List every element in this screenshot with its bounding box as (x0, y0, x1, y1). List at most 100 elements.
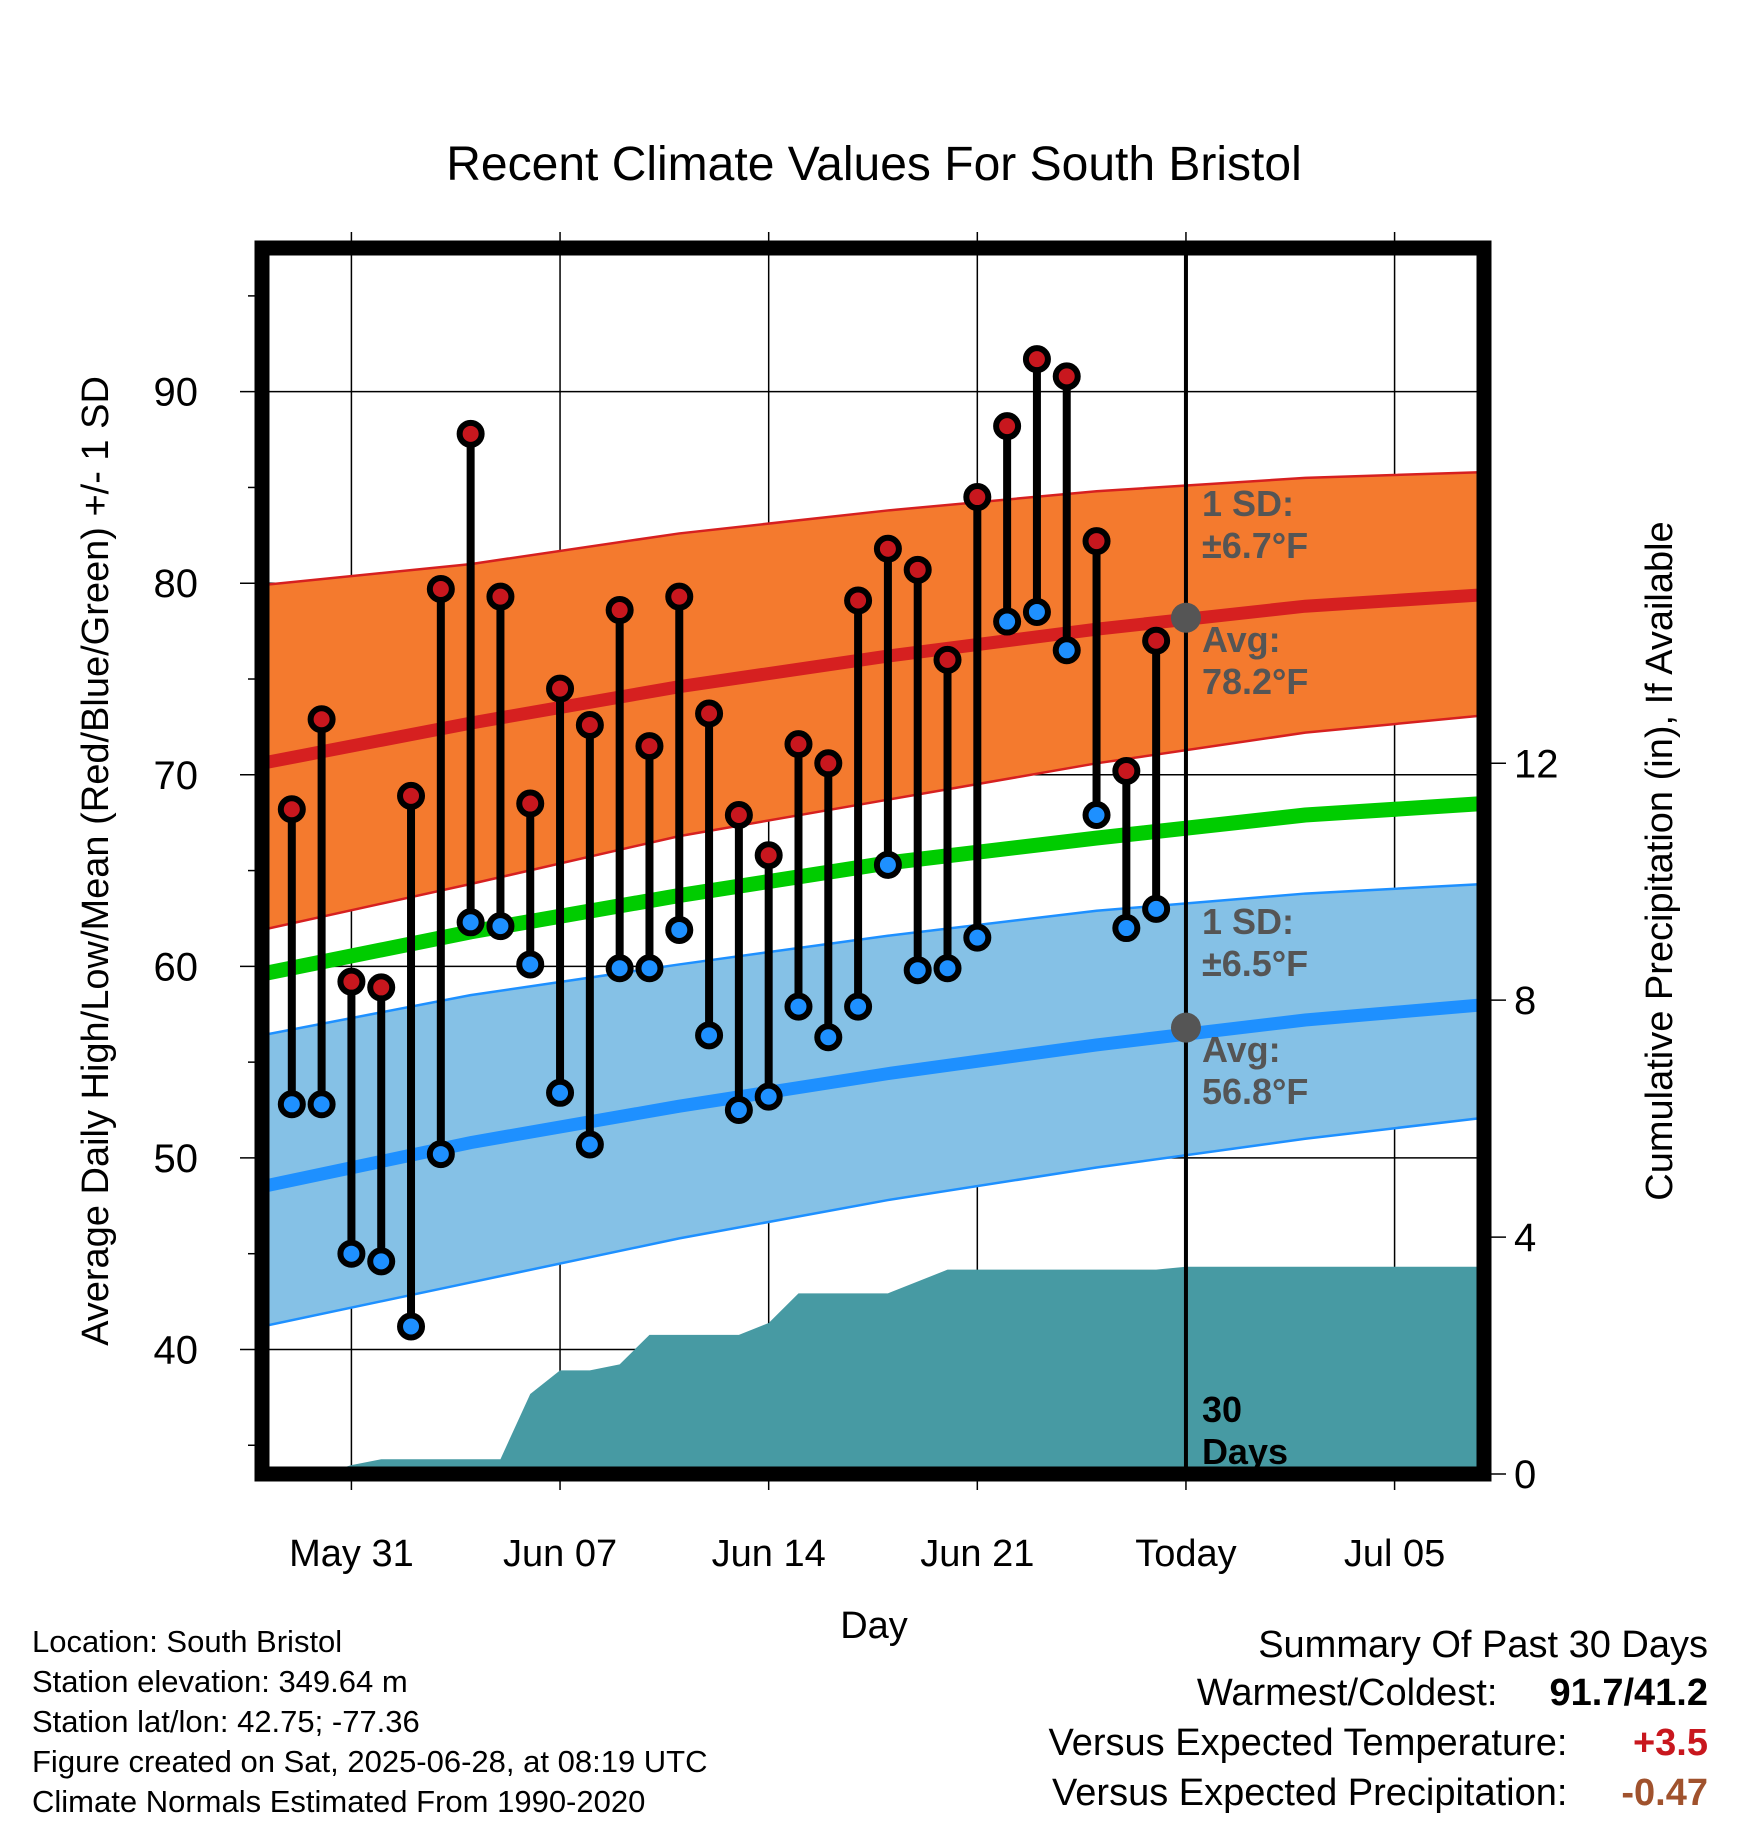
plot-area (262, 248, 1484, 1474)
high-temp-point (486, 582, 515, 611)
high-temp-point (754, 841, 783, 870)
low-temp-point (993, 607, 1022, 636)
high-temp-point (873, 534, 902, 563)
high-temp-point (367, 973, 396, 1002)
warmest-coldest-label: Warmest/Coldest: (1196, 1672, 1498, 1714)
high-temp-point (1052, 362, 1081, 391)
y-tick-label-0: 40 (154, 1328, 199, 1372)
high-temp-point (963, 483, 992, 512)
low-temp-point (903, 956, 932, 985)
y-tick-label-3: 70 (154, 754, 199, 798)
today-low-normal-marker (1170, 1012, 1201, 1043)
high-temp-point (635, 732, 664, 761)
y2-tick-label-1: 4 (1514, 1216, 1536, 1260)
low-avg-annotation-line1: Avg: (1202, 1029, 1281, 1070)
high-temp-point (844, 586, 873, 615)
today-days-annotation-line2: Days (1202, 1431, 1288, 1472)
footer-latlon: Station lat/lon: 42.75; -77.36 (32, 1704, 420, 1739)
high-temp-point (933, 645, 962, 674)
summary-title: Summary Of Past 30 Days (1258, 1624, 1708, 1666)
axis-layer: 40 50 60 70 80 90 0 4 8 12 May 31 Jun 07 Jun 14 Jun 2… (154, 232, 1559, 1575)
low-temp-point (397, 1312, 426, 1341)
footer-normals: Climate Normals Estimated From 1990-2020 (32, 1784, 646, 1819)
chart-title: Recent Climate Values For South Bristol (446, 138, 1301, 191)
low-avg-annotation-line2: 56.8°F (1202, 1071, 1308, 1112)
footer-location: Location: South Bristol (32, 1624, 343, 1659)
low-sd-lower-edge (262, 1116, 1484, 1328)
high-temp-point (814, 749, 843, 778)
high-temp-point (695, 699, 724, 728)
low-temp-point (277, 1090, 306, 1119)
y2-tick-label-2: 8 (1514, 979, 1536, 1023)
plot-frame (254, 240, 1492, 1482)
x-tick-label-0: May 31 (289, 1533, 414, 1575)
low-sd-upper-edge (262, 882, 1484, 1037)
x-tick-label-2: Jun 14 (712, 1533, 826, 1575)
precipitation-layer (321, 1266, 1484, 1474)
low-temp-point (337, 1239, 366, 1268)
y-tick-label-4: 80 (154, 562, 199, 606)
low-sd-annotation-line1: 1 SD: (1202, 901, 1294, 942)
high-temp-point (724, 801, 753, 830)
precip-anomaly-label: Versus Expected Precipitation: (1052, 1772, 1568, 1814)
low-temp-point (695, 1021, 724, 1050)
x-tick-label-4: Today (1135, 1533, 1236, 1575)
low-temp-point (605, 954, 634, 983)
high-avg-annotation-line1: Avg: (1202, 619, 1281, 660)
high-temp-point (516, 789, 545, 818)
y-tick-label-5: 90 (154, 371, 199, 415)
high-sd-annotation-line1: 1 SD: (1202, 483, 1294, 524)
precipitation-area (321, 1266, 1484, 1474)
low-temp-point (724, 1096, 753, 1125)
low-temp-point (1142, 894, 1171, 923)
y-tick-label-1: 50 (154, 1137, 199, 1181)
x-tick-label-1: Jun 07 (503, 1533, 617, 1575)
today-high-normal-marker (1170, 602, 1201, 633)
x-tick-label-5: Jul 05 (1344, 1533, 1445, 1575)
today-days-annotation-line1: 30 (1202, 1389, 1242, 1430)
low-temp-point (516, 950, 545, 979)
low-temp-point (307, 1090, 336, 1119)
x-tick-label-3: Jun 21 (920, 1533, 1034, 1575)
low-temp-point (456, 908, 485, 937)
low-temp-point (754, 1082, 783, 1111)
temp-anomaly-label: Versus Expected Temperature: (1048, 1722, 1568, 1764)
normals-band-layer (262, 470, 1484, 1328)
low-temp-point (1112, 914, 1141, 943)
x-axis-label: Day (840, 1605, 908, 1647)
high-avg-annotation-line2: 78.2°F (1202, 661, 1308, 702)
summary-panel: Summary Of Past 30 Days Warmest/Coldest:… (1049, 1622, 1708, 1818)
high-temp-point (903, 555, 932, 584)
low-temp-point (963, 923, 992, 952)
high-sd-annotation-line2: ±6.7°F (1202, 525, 1308, 566)
low-temp-point (367, 1247, 396, 1276)
y2-axis-label: Cumulative Precipitation (in), If Availa… (1639, 521, 1681, 1200)
high-temp-point (605, 596, 634, 625)
low-temp-point (1082, 801, 1111, 830)
summary-row-temperature: Versus Expected Temperature: +3.5 (1049, 1718, 1708, 1768)
precip-anomaly-value: -0.47 (1621, 1772, 1708, 1814)
temp-anomaly-value: +3.5 (1632, 1722, 1708, 1764)
high-temp-point (1142, 626, 1171, 655)
low-sd-annotation-line2: ±6.5°F (1202, 943, 1308, 984)
low-normal-line (262, 998, 1484, 1194)
high-temp-point (1082, 527, 1111, 556)
high-temp-point (337, 967, 366, 996)
high-sd-band (262, 472, 1484, 930)
low-temp-point (1022, 597, 1051, 626)
low-temp-point (844, 992, 873, 1021)
low-temp-point (575, 1130, 604, 1159)
low-temp-point (873, 850, 902, 879)
high-temp-point (397, 781, 426, 810)
y2-tick-label-3: 12 (1514, 742, 1559, 786)
low-temp-point (814, 1023, 843, 1052)
footer-info: Location: South Bristol Station elevatio… (32, 1622, 708, 1822)
y-tick-label-2: 60 (154, 945, 199, 989)
warmest-coldest-value: 91.7/41.2 (1549, 1672, 1708, 1714)
low-temp-point (426, 1140, 455, 1169)
high-temp-point (575, 710, 604, 739)
low-temp-point (665, 915, 694, 944)
high-temp-point (307, 705, 336, 734)
